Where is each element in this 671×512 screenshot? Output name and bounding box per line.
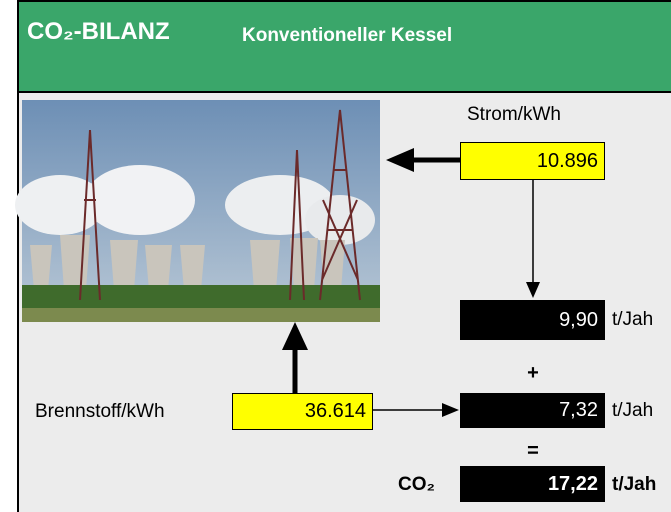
fuel-value: 36.614 [232,393,373,430]
diagram-graphics [0,0,671,512]
fuel-result: 7,32 [460,393,605,428]
plus-sign: + [518,362,548,385]
electricity-label: Strom/kWh [467,104,561,126]
page: CO₂-BILANZ Konventioneller Kessel [0,0,671,512]
arrow-right-fuel [373,403,459,417]
arrow-to-photo-from-electricity [386,148,460,172]
fuel-label: Brennstoff/kWh [35,401,165,423]
electricity-value: 10.896 [460,142,605,180]
power-plant-photo [15,100,380,322]
arrow-up-fuel [282,322,308,393]
arrow-down-electricity [526,180,540,298]
total-unit: t/Jah [612,474,656,496]
fuel-unit: t/Jah [612,400,653,422]
electricity-result: 9,90 [460,300,605,340]
total-label: CO₂ [398,474,435,496]
total-value: 17,22 [460,466,605,502]
equals-sign: = [518,440,548,463]
electricity-unit: t/Jah [612,309,653,331]
